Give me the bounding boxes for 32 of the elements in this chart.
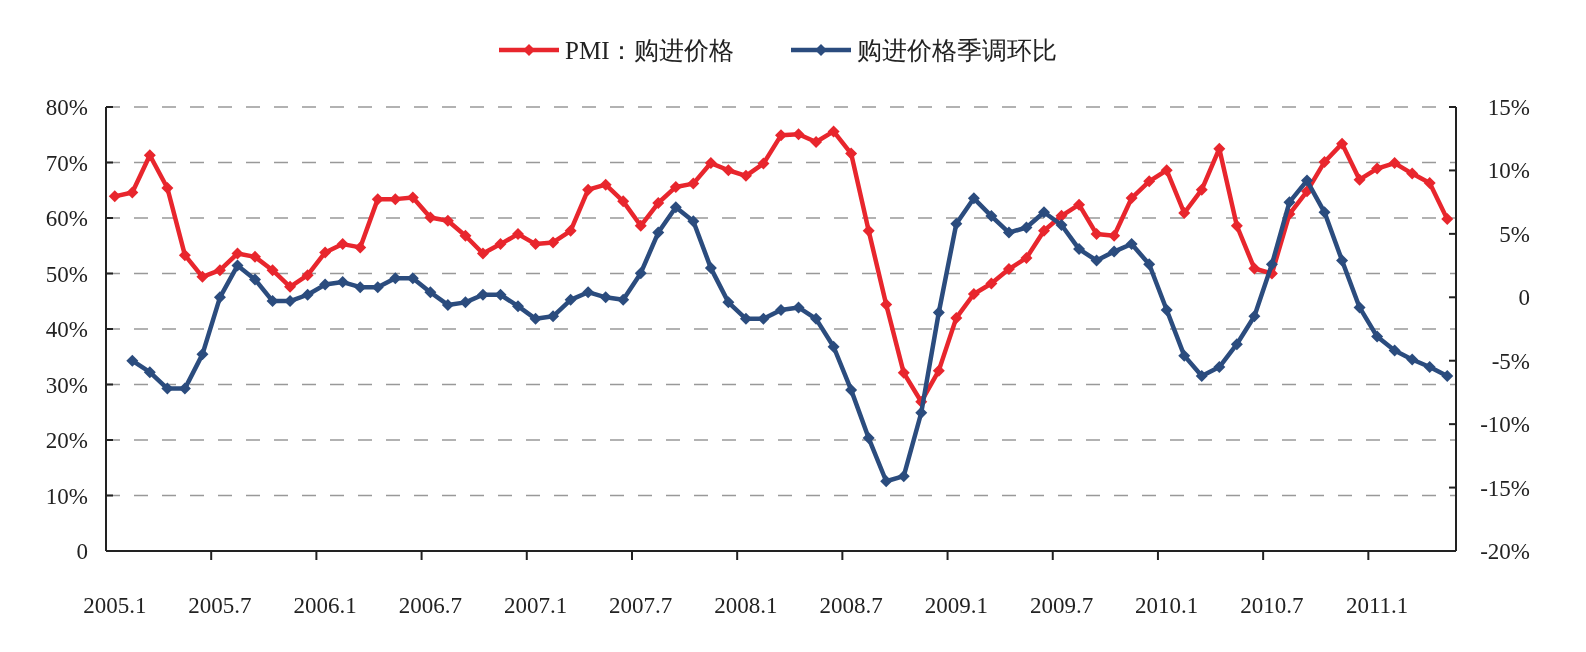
y-tick-label: 80% xyxy=(45,95,88,120)
y2-tick-label: 0 xyxy=(1518,285,1530,311)
y-tick-label: 10% xyxy=(45,483,88,509)
x-tick-label: 2009.7 xyxy=(1029,593,1094,618)
x-tick-label: 2008.7 xyxy=(819,593,883,618)
y2-tick-label: -20% xyxy=(1480,539,1530,564)
x-tick-label: 2010.1 xyxy=(1135,593,1199,618)
y-tick-label: 40% xyxy=(45,317,88,342)
y-tick-label: 20% xyxy=(45,428,88,453)
x-tick-label: 2007.1 xyxy=(503,593,568,618)
y-tick-label: 30% xyxy=(45,372,88,398)
legend-label: 购进价格季调环比 xyxy=(857,37,1057,64)
x-tick-label: 2005.7 xyxy=(188,593,252,618)
y2-tick-label: -5% xyxy=(1491,348,1530,374)
y2-tick-label: -10% xyxy=(1480,412,1530,438)
y2-tick-label: 15% xyxy=(1487,95,1530,120)
legend-label: PMI：购进价格 xyxy=(565,37,735,64)
x-tick-label: 2010.7 xyxy=(1240,593,1304,618)
x-tick-label: 2011.1 xyxy=(1345,593,1409,618)
y-tick-label: 0 xyxy=(76,539,88,564)
x-tick-label: 2007.7 xyxy=(609,593,673,618)
x-tick-label: 2006.1 xyxy=(293,593,357,618)
x-tick-label: 2009.1 xyxy=(924,593,988,618)
y2-tick-label: 5% xyxy=(1499,221,1530,247)
y-tick-label: 50% xyxy=(45,261,88,287)
x-tick-label: 2008.1 xyxy=(714,593,778,618)
y2-tick-label: -15% xyxy=(1480,475,1530,501)
x-tick-label: 2005.1 xyxy=(83,593,147,618)
y-tick-label: 60% xyxy=(45,206,88,231)
y-tick-label: 70% xyxy=(45,150,88,176)
x-tick-label: 2006.7 xyxy=(398,593,462,618)
y2-tick-label: 10% xyxy=(1487,158,1530,184)
